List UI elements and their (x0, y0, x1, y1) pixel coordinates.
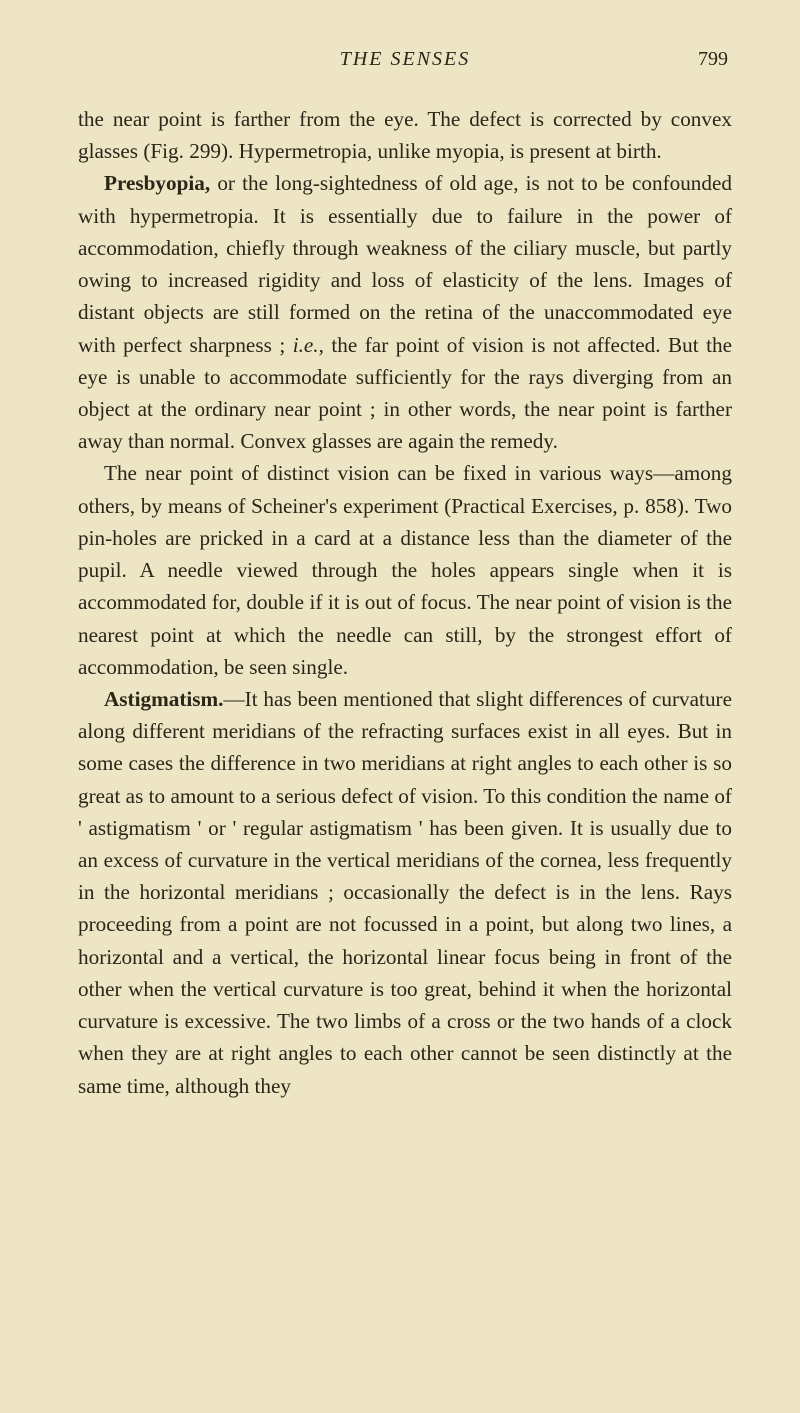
paragraph-1: the near point is farther from the eye. … (78, 103, 732, 167)
ie-italic: i.e. (293, 333, 319, 357)
presbyopia-heading: Presbyopia, (104, 171, 210, 195)
astigmatism-heading: Astigmatism. (104, 687, 223, 711)
paragraph-2-text-a: or the long-sightedness of old age, is n… (78, 171, 732, 356)
paragraph-2: Presbyopia, or the long-sightedness of o… (78, 167, 732, 457)
header-title: THE SENSES (244, 48, 567, 71)
page-number: 799 (567, 48, 729, 71)
body-text: the near point is farther from the eye. … (78, 103, 732, 1102)
paragraph-3-text: The near point of distinct vision can be… (78, 461, 732, 678)
paragraph-4-text: —It has been mentioned that slight diffe… (78, 687, 732, 1098)
paragraph-4: Astigmatism.—It has been mentioned that … (78, 683, 732, 1102)
page-header: THE SENSES 799 (78, 48, 732, 71)
paragraph-3: The near point of distinct vision can be… (78, 457, 732, 683)
paragraph-1-text: the near point is farther from the eye. … (78, 107, 732, 163)
